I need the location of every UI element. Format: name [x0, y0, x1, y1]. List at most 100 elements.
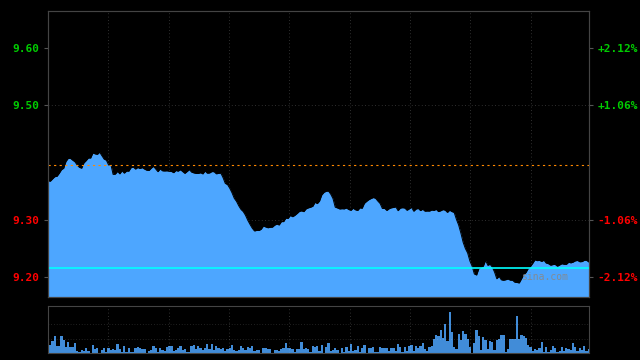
- Bar: [476, 330, 477, 353]
- Bar: [294, 352, 296, 353]
- Bar: [523, 336, 525, 353]
- Bar: [355, 350, 356, 353]
- Bar: [184, 349, 186, 353]
- Bar: [316, 346, 319, 353]
- Bar: [505, 352, 507, 353]
- Bar: [215, 346, 218, 353]
- Bar: [58, 346, 60, 353]
- Bar: [458, 334, 460, 353]
- Bar: [563, 351, 565, 353]
- Bar: [565, 348, 568, 353]
- Bar: [148, 351, 150, 353]
- Bar: [273, 350, 276, 353]
- Bar: [419, 346, 422, 353]
- Bar: [498, 339, 500, 353]
- Bar: [47, 342, 49, 353]
- Bar: [570, 351, 572, 353]
- Bar: [502, 335, 505, 353]
- Bar: [446, 341, 449, 353]
- Bar: [377, 352, 379, 353]
- Bar: [442, 338, 444, 353]
- Bar: [477, 336, 480, 353]
- Bar: [56, 346, 58, 353]
- Bar: [255, 350, 258, 353]
- Bar: [437, 336, 440, 353]
- Bar: [132, 352, 134, 353]
- Bar: [60, 336, 63, 353]
- Bar: [63, 340, 65, 353]
- Bar: [464, 334, 467, 353]
- Bar: [134, 348, 136, 353]
- Bar: [337, 350, 339, 353]
- Bar: [314, 347, 316, 353]
- Bar: [350, 345, 352, 353]
- Bar: [96, 348, 99, 353]
- Bar: [224, 351, 227, 353]
- Bar: [103, 348, 105, 353]
- Bar: [370, 348, 372, 353]
- Bar: [125, 352, 127, 353]
- Bar: [480, 350, 482, 353]
- Bar: [253, 351, 255, 353]
- Bar: [175, 350, 177, 353]
- Bar: [251, 346, 253, 353]
- Bar: [141, 349, 143, 353]
- Bar: [152, 346, 155, 353]
- Bar: [577, 351, 579, 353]
- Bar: [431, 346, 433, 353]
- Bar: [451, 332, 453, 353]
- Bar: [444, 324, 446, 353]
- Bar: [179, 346, 182, 353]
- Bar: [511, 339, 514, 353]
- Bar: [453, 347, 455, 353]
- Bar: [206, 345, 209, 353]
- Bar: [204, 348, 206, 353]
- Bar: [51, 341, 54, 353]
- Bar: [240, 346, 242, 353]
- Bar: [356, 346, 359, 353]
- Bar: [520, 335, 523, 353]
- Bar: [493, 350, 495, 353]
- Bar: [222, 348, 224, 353]
- Bar: [202, 350, 204, 353]
- Text: sina.com: sina.com: [521, 272, 568, 282]
- Bar: [54, 336, 56, 353]
- Bar: [397, 343, 399, 353]
- Bar: [395, 351, 397, 353]
- Bar: [218, 348, 220, 353]
- Bar: [545, 347, 547, 353]
- Bar: [305, 348, 307, 353]
- Bar: [177, 348, 179, 353]
- Bar: [374, 352, 377, 353]
- Bar: [534, 349, 536, 353]
- Bar: [408, 346, 410, 353]
- Bar: [460, 341, 462, 353]
- Bar: [484, 340, 486, 353]
- Bar: [289, 348, 291, 353]
- Bar: [164, 351, 166, 353]
- Bar: [267, 348, 269, 353]
- Bar: [383, 348, 386, 353]
- Bar: [541, 342, 543, 353]
- Bar: [426, 351, 428, 353]
- Bar: [399, 347, 401, 353]
- Bar: [440, 330, 442, 353]
- Bar: [536, 350, 538, 353]
- Bar: [173, 351, 175, 353]
- Bar: [468, 347, 471, 353]
- Bar: [213, 350, 215, 353]
- Bar: [435, 335, 437, 353]
- Bar: [227, 349, 228, 353]
- Bar: [401, 352, 404, 353]
- Bar: [455, 349, 458, 353]
- Bar: [228, 348, 231, 353]
- Bar: [586, 351, 588, 353]
- Bar: [381, 348, 383, 353]
- Bar: [236, 351, 237, 353]
- Bar: [579, 348, 581, 353]
- Bar: [572, 343, 574, 353]
- Bar: [413, 351, 415, 353]
- Bar: [332, 350, 334, 353]
- Bar: [118, 349, 121, 353]
- Bar: [348, 351, 350, 353]
